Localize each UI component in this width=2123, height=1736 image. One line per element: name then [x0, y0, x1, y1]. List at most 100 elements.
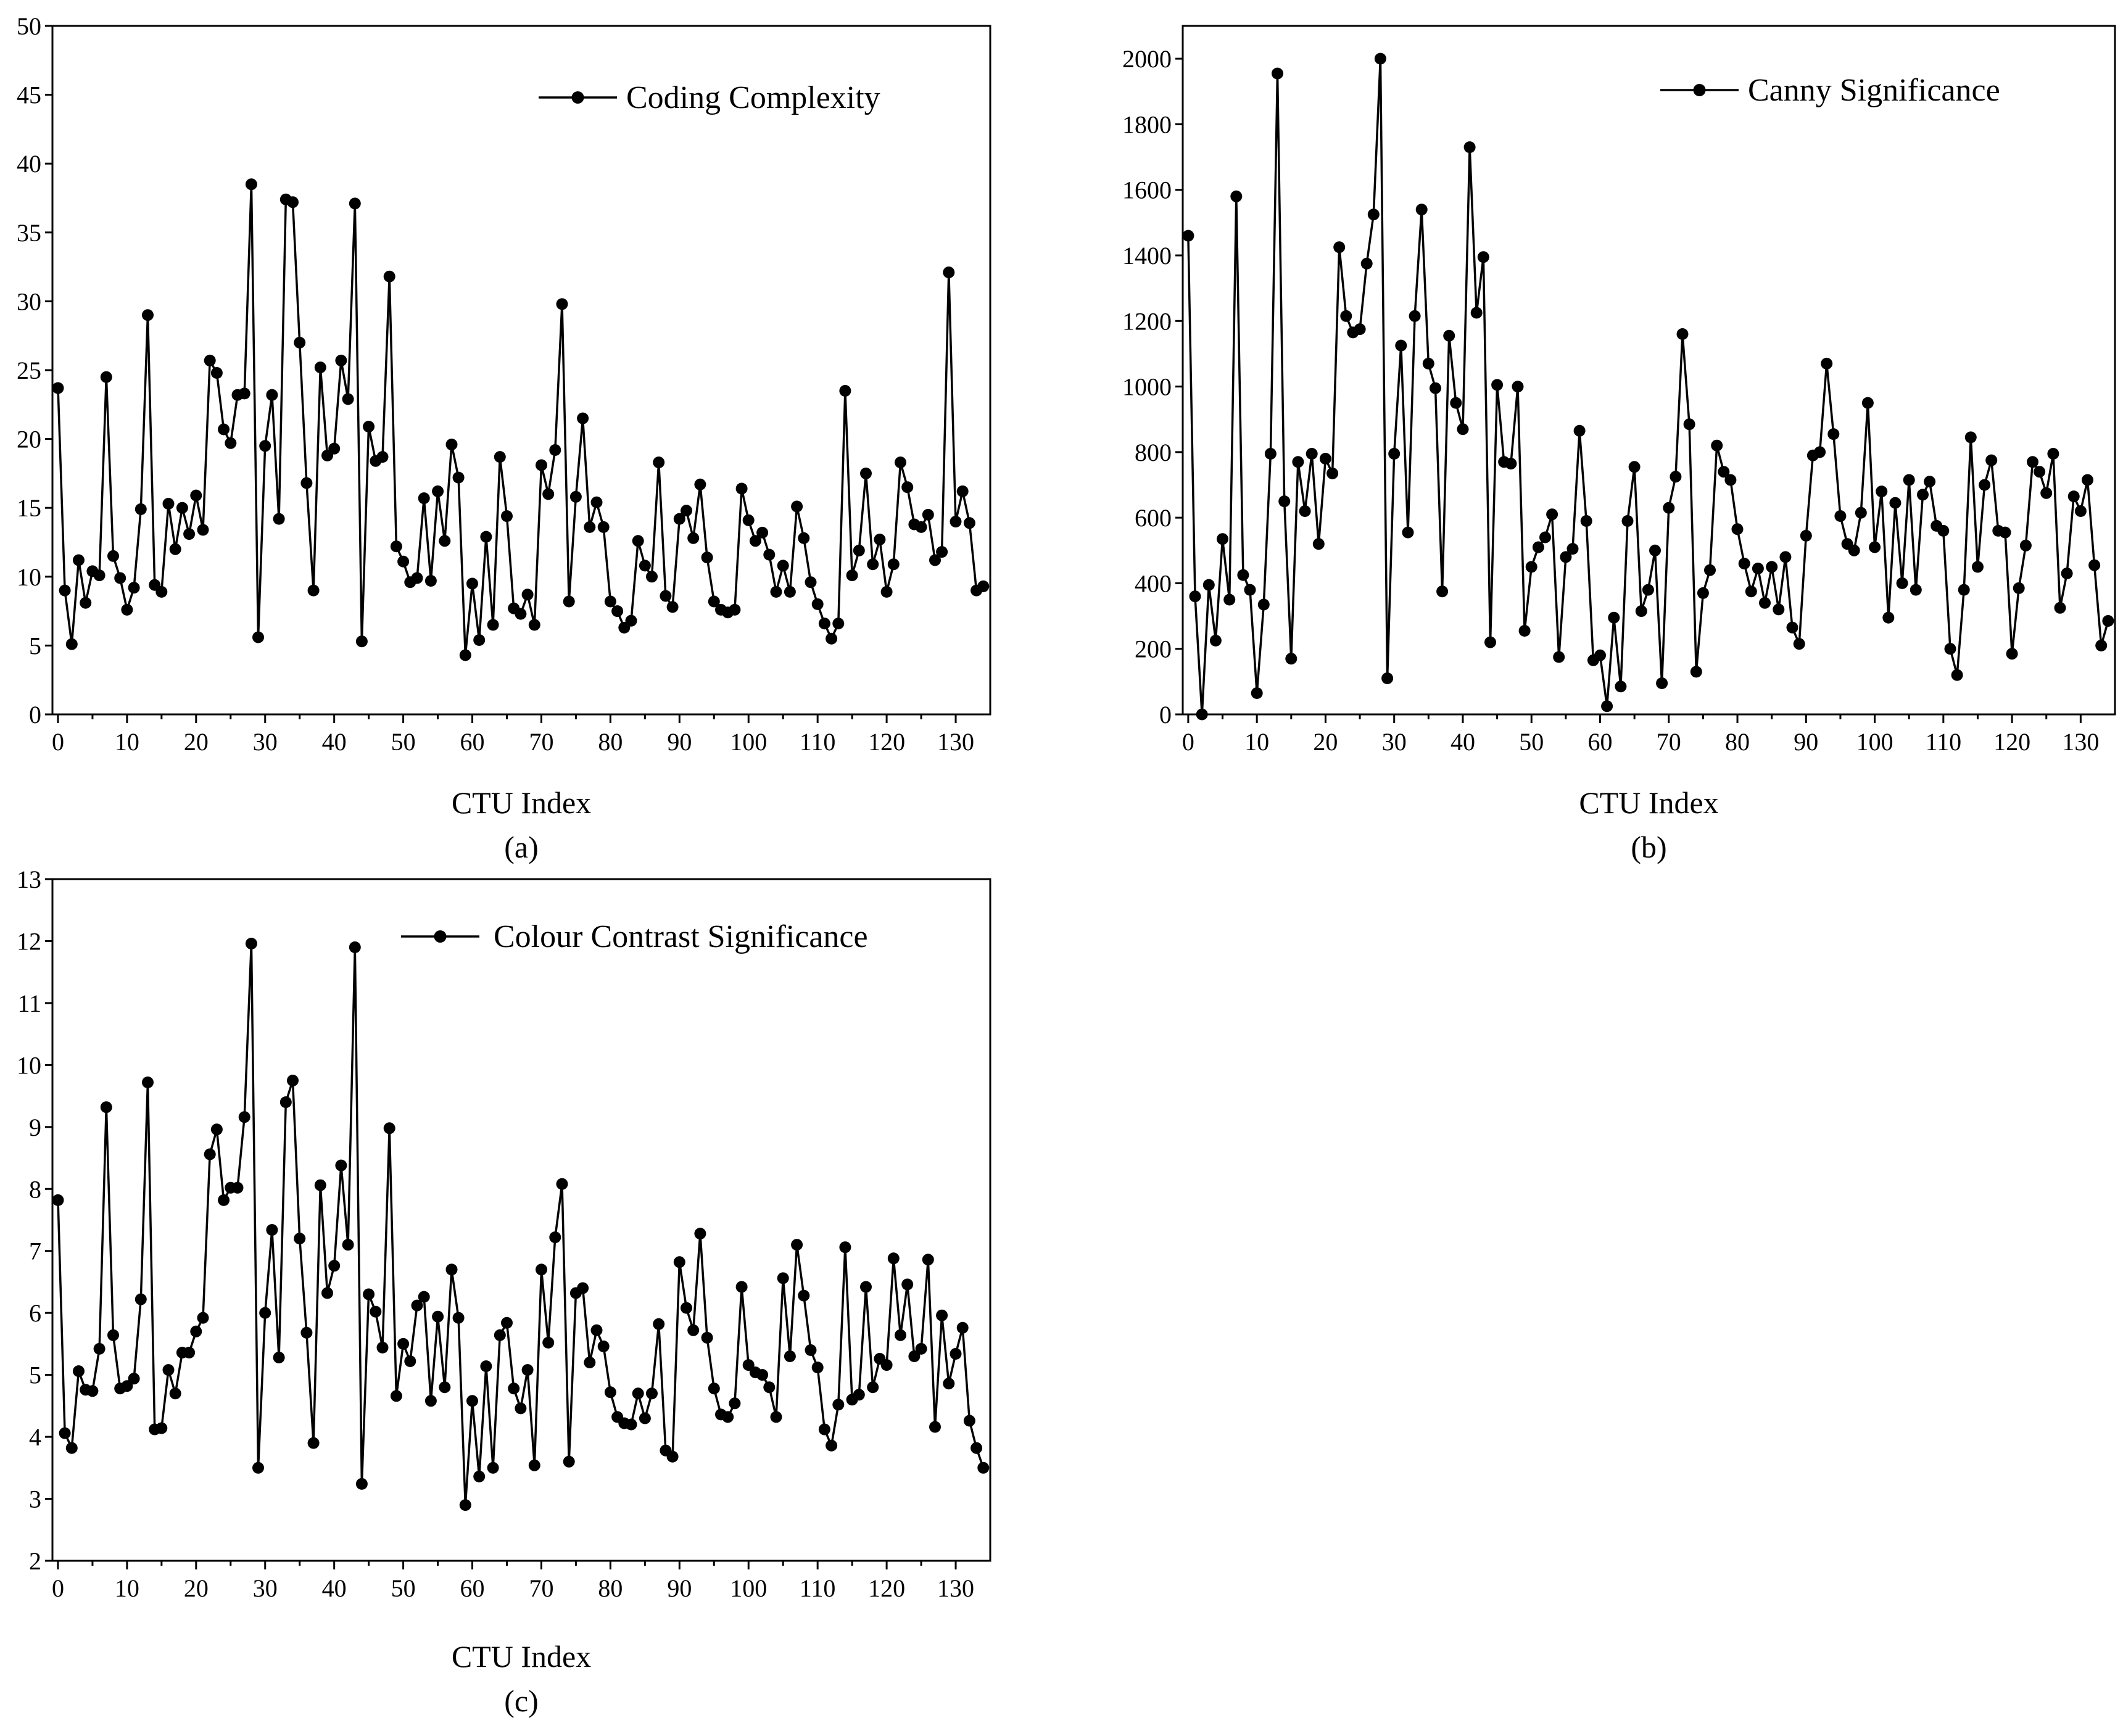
data-point — [681, 505, 692, 517]
data-point — [1896, 577, 1908, 589]
data-point — [342, 1239, 354, 1251]
data-point — [2006, 648, 2018, 660]
data-point — [1876, 486, 1888, 498]
data-point — [646, 571, 658, 583]
data-point — [915, 521, 927, 533]
data-point — [826, 1439, 838, 1452]
data-point — [1766, 561, 1778, 573]
data-point — [218, 423, 230, 436]
data-point — [1395, 339, 1407, 352]
x-tick-label: 80 — [598, 1574, 623, 1602]
y-tick-label: 40 — [17, 150, 41, 178]
data-point — [895, 1329, 906, 1341]
y-tick-label: 2000 — [1122, 45, 1172, 73]
data-point — [1525, 561, 1537, 573]
x-tick-label: 20 — [184, 728, 209, 756]
data-point — [1834, 510, 1847, 522]
data-point — [162, 1364, 175, 1376]
data-point — [1491, 379, 1504, 391]
data-point — [300, 477, 313, 489]
data-point — [687, 1324, 700, 1336]
data-point — [1937, 524, 1950, 537]
data-point — [577, 1282, 589, 1294]
data-point — [1724, 474, 1737, 486]
data-point — [1848, 544, 1860, 556]
data-point — [2061, 568, 2073, 579]
data-point — [1415, 204, 1428, 216]
data-point — [65, 1442, 78, 1454]
data-point — [1608, 611, 1620, 624]
plot-frame — [1182, 25, 2116, 716]
data-point — [452, 471, 465, 484]
data-point — [487, 1461, 499, 1474]
data-point — [1553, 651, 1565, 663]
data-point — [169, 1387, 181, 1400]
data-point — [1272, 67, 1283, 80]
x-tick-label: 100 — [730, 1574, 767, 1602]
data-point — [639, 1412, 651, 1424]
series-line — [57, 943, 985, 1505]
data-point — [383, 1122, 395, 1135]
data-point — [874, 534, 886, 545]
data-point — [245, 938, 257, 949]
data-point — [238, 1111, 250, 1123]
data-point — [929, 1421, 941, 1433]
data-point — [1752, 563, 1764, 574]
data-point — [818, 618, 830, 630]
legend-label: Canny Significance — [1748, 73, 2000, 108]
legend-marker — [434, 930, 447, 943]
data-point — [729, 603, 741, 616]
y-tick-label: 1000 — [1122, 373, 1172, 401]
data-point — [210, 367, 223, 379]
data-point — [846, 569, 858, 582]
data-point — [114, 572, 126, 584]
data-point — [1532, 541, 1544, 553]
data-point — [390, 1390, 402, 1402]
data-point — [432, 1310, 444, 1323]
y-tick-label: 3 — [29, 1486, 41, 1513]
data-point — [735, 482, 748, 495]
data-point — [1958, 584, 1970, 596]
data-point — [528, 619, 540, 631]
data-point — [956, 485, 969, 497]
data-point — [294, 336, 306, 349]
x-tick-label: 40 — [322, 1574, 347, 1602]
data-point — [777, 560, 789, 572]
y-tick-label: 1600 — [1122, 176, 1172, 204]
x-tick-label: 130 — [937, 728, 974, 756]
data-point — [142, 1077, 154, 1088]
data-point — [901, 481, 914, 494]
data-point — [2047, 448, 2059, 460]
data-point — [632, 535, 644, 547]
data-point — [556, 1178, 568, 1190]
data-point — [853, 544, 865, 556]
data-point — [1182, 229, 1194, 242]
data-point — [328, 1260, 341, 1272]
x-axis-title: CTU Index — [452, 1639, 591, 1674]
data-point — [1217, 533, 1228, 545]
data-point — [660, 590, 672, 602]
y-tick-label: 5 — [29, 632, 41, 659]
data-point — [542, 488, 555, 500]
x-tick-label: 120 — [868, 1574, 905, 1602]
data-point — [1882, 611, 1895, 624]
data-point — [1360, 257, 1373, 270]
data-point — [307, 584, 320, 597]
data-point — [943, 1378, 955, 1390]
data-point — [383, 270, 395, 283]
data-point — [922, 508, 934, 521]
data-point — [238, 387, 250, 400]
x-tick-label: 60 — [1588, 728, 1613, 756]
data-point — [487, 619, 499, 631]
data-point — [950, 516, 962, 527]
data-point — [355, 1478, 368, 1490]
data-point — [694, 478, 706, 490]
data-point — [190, 1325, 202, 1337]
data-point — [1903, 474, 1915, 486]
data-point — [839, 1241, 851, 1254]
data-point — [473, 1470, 486, 1482]
data-point — [584, 521, 596, 533]
data-point — [867, 558, 879, 571]
y-tick-label: 25 — [17, 357, 41, 384]
legend: Colour Contrast Significance — [401, 919, 868, 954]
